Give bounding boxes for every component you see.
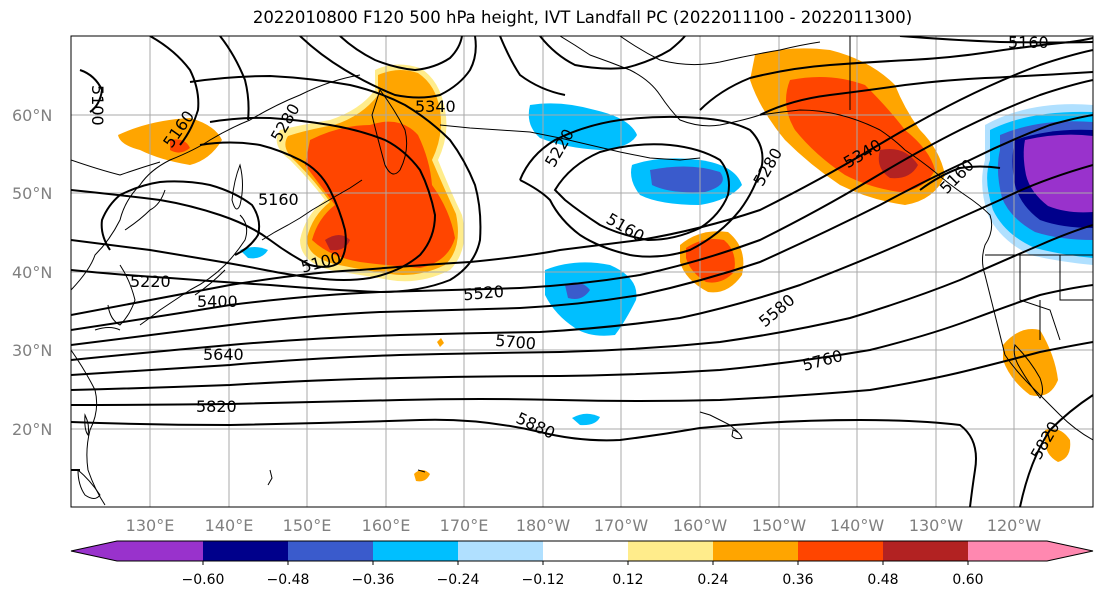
colorbar-tick-label: 0.48 bbox=[867, 572, 898, 588]
colorbar-segment bbox=[543, 541, 628, 561]
contour-label: 5220 bbox=[130, 272, 171, 291]
lon-label: 140°E bbox=[205, 516, 254, 535]
lon-label: 170°W bbox=[594, 516, 649, 535]
contour-label: 5520 bbox=[462, 282, 504, 304]
lat-label-40n: 40°N bbox=[12, 263, 52, 282]
colorbar-segment bbox=[117, 541, 203, 561]
latitude-labels: 60°N 50°N 40°N 30°N 20°N bbox=[12, 106, 52, 439]
map-title: 2022010800 F120 500 hPa height, IVT Land… bbox=[252, 8, 913, 27]
coastlines bbox=[71, 36, 1093, 506]
colorbar-segment bbox=[288, 541, 373, 561]
lon-label: 150°W bbox=[752, 516, 807, 535]
contour-label: 5700 bbox=[494, 331, 536, 353]
contour-label: 5100 bbox=[88, 85, 107, 126]
colorbar-tick-label: 0.12 bbox=[612, 572, 643, 588]
lat-label-30n: 30°N bbox=[12, 341, 52, 360]
colorbar-outline bbox=[70, 540, 1094, 562]
colorbar-tick-label: 0.24 bbox=[697, 572, 728, 588]
lon-label: 140°W bbox=[830, 516, 885, 535]
lon-label: 150°E bbox=[283, 516, 332, 535]
colorbar-segment bbox=[968, 541, 1047, 561]
contour-label: 5400 bbox=[197, 292, 238, 311]
colorbar-tick-marks bbox=[202, 561, 969, 565]
height-contours bbox=[71, 36, 1093, 507]
lat-label-60n: 60°N bbox=[12, 106, 52, 125]
lon-label: 180°W bbox=[516, 516, 571, 535]
colorbar-segment bbox=[798, 541, 883, 561]
colorbar-segment bbox=[713, 541, 798, 561]
lat-label-20n: 20°N bbox=[12, 420, 52, 439]
contour-label: 5160 bbox=[258, 190, 299, 209]
colorbar-segment bbox=[628, 541, 713, 561]
colorbar-tick-label: 0.36 bbox=[782, 572, 813, 588]
lon-label: 130°W bbox=[909, 516, 964, 535]
colorbar-segment bbox=[71, 541, 117, 561]
contour-label: 5820 bbox=[196, 397, 237, 416]
colorbar-tick-label: −0.12 bbox=[522, 572, 565, 588]
ivt-shading bbox=[118, 48, 1093, 482]
map-plot-area: 5100 5160 5280 5340 5220 5160 5100 5220 … bbox=[71, 33, 1093, 507]
contour-label: 5640 bbox=[203, 345, 244, 364]
lon-label: 120°W bbox=[987, 516, 1042, 535]
graticule bbox=[71, 36, 1093, 507]
lon-label: 160°E bbox=[362, 516, 411, 535]
colorbar-segment bbox=[458, 541, 543, 561]
colorbar-segment bbox=[373, 541, 458, 561]
colorbar: −0.60 −0.48 −0.36 −0.24 −0.12 0.12 0.24 … bbox=[70, 540, 1094, 588]
lat-label-50n: 50°N bbox=[12, 184, 52, 203]
colorbar-tick-label: −0.24 bbox=[437, 572, 480, 588]
lon-label: 170°E bbox=[440, 516, 489, 535]
colorbar-segment bbox=[1047, 541, 1093, 561]
colorbar-segment bbox=[883, 541, 968, 561]
contour-label: 5340 bbox=[415, 97, 456, 116]
colorbar-tick-label: −0.60 bbox=[182, 572, 225, 588]
longitude-labels: 130°E 140°E 150°E 160°E 170°E 180°W 170°… bbox=[126, 516, 1042, 535]
lon-label: 160°W bbox=[673, 516, 728, 535]
colorbar-segment bbox=[203, 541, 288, 561]
colorbar-tick-label: 0.60 bbox=[952, 572, 983, 588]
contour-label: 5160 bbox=[1008, 33, 1049, 52]
lon-label: 130°E bbox=[126, 516, 175, 535]
map-frame bbox=[70, 35, 1094, 508]
colorbar-tick-label: −0.36 bbox=[352, 572, 395, 588]
colorbar-tick-label: −0.48 bbox=[267, 572, 310, 588]
